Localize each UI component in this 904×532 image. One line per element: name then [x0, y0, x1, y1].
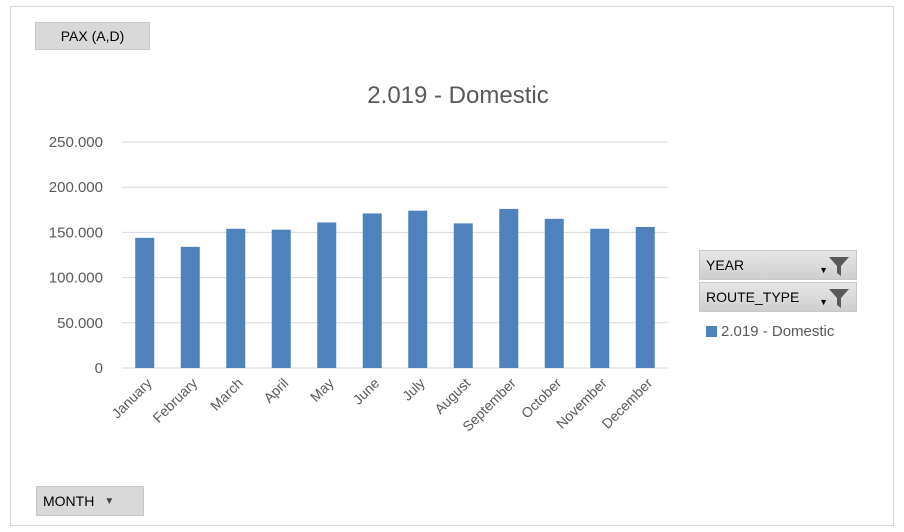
funnel-icon [829, 257, 849, 276]
bar [635, 226, 655, 368]
month-axis-field-button[interactable]: MONTH ▼ [36, 486, 144, 516]
x-tick-label: June [350, 375, 383, 408]
bar [271, 229, 291, 368]
y-tick-label: 100.000 [49, 270, 103, 287]
x-tick-label: July [399, 375, 428, 404]
x-tick-label: May [307, 375, 337, 405]
y-tick-label: 200.000 [49, 179, 103, 196]
bar [226, 228, 246, 368]
y-tick-label: 150.000 [49, 224, 103, 241]
month-field-label: MONTH [43, 493, 95, 509]
x-tick-label: January [108, 375, 155, 422]
x-tick-label: March [207, 375, 246, 414]
route-type-filter-button[interactable]: ROUTE_TYPE ▼ [699, 282, 857, 312]
bars [135, 208, 655, 368]
x-tick-label: October [518, 375, 565, 422]
bar [135, 237, 155, 368]
funnel-icon [829, 289, 849, 308]
y-axis-ticks: 0 50.000 100.000 150.000 200.000 250.000 [49, 134, 103, 377]
legend-label: 2.019 - Domestic [721, 323, 835, 340]
y-tick-label: 250.000 [49, 134, 103, 151]
legend-swatch [706, 326, 717, 337]
dropdown-arrow-icon: ▼ [819, 297, 828, 307]
bar [408, 210, 428, 368]
x-tick-label: February [149, 375, 200, 426]
route-type-filter-label: ROUTE_TYPE [706, 289, 800, 305]
year-filter-button[interactable]: YEAR ▼ [699, 250, 857, 280]
bar [453, 223, 473, 368]
dropdown-arrow-icon: ▼ [104, 495, 115, 507]
values-field-button[interactable]: PAX (A,D) [35, 22, 150, 50]
y-tick-label: 0 [95, 360, 103, 377]
legend: 2.019 - Domestic [706, 323, 834, 340]
values-field-label: PAX (A,D) [60, 28, 125, 44]
year-filter-label: YEAR [706, 257, 745, 273]
chart-title: 2.019 - Domestic [367, 82, 548, 109]
bar [499, 208, 519, 368]
gridlines [122, 141, 668, 369]
x-tick-label: August [431, 375, 473, 417]
bar [544, 218, 564, 368]
bar [590, 228, 610, 368]
x-tick-label: April [260, 375, 291, 406]
bar [180, 246, 200, 368]
dropdown-arrow-icon: ▼ [819, 265, 828, 275]
y-tick-label: 50.000 [57, 315, 103, 332]
x-tick-label: December [598, 375, 655, 432]
bar [317, 222, 337, 368]
bar [362, 213, 382, 368]
